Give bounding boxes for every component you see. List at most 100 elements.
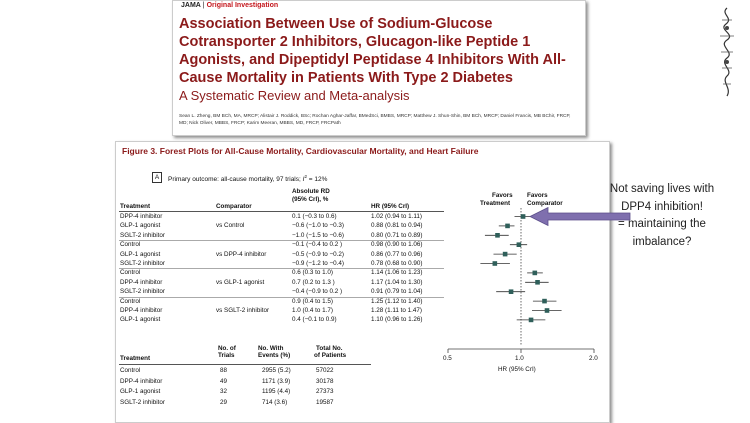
row-abs-rd: −0.9 (−1.2 to −0.4): [292, 260, 344, 267]
summary-events: 714 (3.6): [262, 398, 288, 406]
header-rule: [119, 211, 444, 212]
row-hr: 0.91 (0.79 to 1.04): [371, 288, 423, 296]
summary-patients: 19587: [316, 398, 334, 406]
row-treatment: Control: [120, 297, 141, 305]
panel-label: A: [152, 172, 162, 183]
article-header: JAMA | Original Investigation Associatio…: [172, 0, 586, 136]
row-treatment: GLP-1 agonist: [120, 250, 161, 258]
col-header-abs-rd: Absolute RD: [292, 188, 330, 195]
row-hr: 1.02 (0.94 to 1.11): [371, 213, 422, 220]
row-treatment: Control: [120, 269, 141, 277]
col-header-comparator: Comparator: [216, 203, 252, 210]
axis-tick-0-5: 0.5: [443, 355, 452, 362]
decorative-sketch-icon: [720, 7, 734, 97]
row-abs-rd: 0.4 (−0.1 to 0.9): [292, 316, 337, 324]
favors-treatment-line1: Favors: [492, 192, 513, 199]
row-treatment: DPP-4 inhibitor: [120, 307, 163, 314]
hr-point-marker: [528, 317, 534, 323]
summary-events: 1195 (4.4): [262, 388, 291, 395]
figure-title: Figure 3. Forest Plots for All-Cause Mor…: [122, 146, 479, 156]
group-divider: [119, 268, 444, 270]
summary-header-treatment: Treatment: [120, 355, 151, 362]
hr-point-marker: [516, 242, 522, 247]
annotation-line-3: = maintaining the: [618, 218, 706, 230]
i-squared-superscript: 2: [304, 174, 307, 179]
row-abs-rd: 1.0 (0.4 to 1.7): [292, 307, 333, 314]
article-subtitle: A Systematic Review and Meta-analysis: [179, 88, 410, 103]
summary-trials: 29: [220, 398, 228, 406]
annotation-line-1: Not saving lives with: [609, 183, 715, 195]
summary-treatment: Control: [120, 367, 141, 374]
row-comparator: vs SGLT-2 inhibitor: [216, 307, 270, 314]
row-hr: 1.25 (1.12 to 1.40): [371, 297, 423, 305]
summary-patients: 27373: [316, 388, 334, 395]
group-divider: [119, 296, 444, 298]
row-hr: 0.88 (0.81 to 0.94): [371, 222, 423, 230]
favors-comparator-line1: Favors: [527, 192, 548, 199]
summary-header-patients-2: of Patients: [314, 352, 347, 359]
summary-treatment: GLP-1 agonist: [120, 388, 161, 395]
author-list: Sean L. Zheng, BM BCh, MA, MRCP; Alistai…: [179, 114, 571, 126]
summary-header-rule: [119, 364, 371, 365]
row-treatment: GLP-1 agonist: [120, 222, 161, 230]
row-hr: 1.10 (0.96 to 1.26): [371, 316, 423, 324]
hr-point-marker: [542, 298, 547, 304]
row-hr: 0.78 (0.68 to 0.90): [371, 260, 423, 267]
row-comparator: vs DPP-4 inhibitor: [216, 250, 267, 258]
hr-point-marker: [508, 289, 514, 294]
summary-header-events-1: No. With: [258, 345, 284, 352]
journal-name: JAMA: [181, 2, 201, 9]
row-abs-rd: −0.1 (−0.4 to 0.2 ): [292, 241, 343, 249]
row-treatment: DPP-4 inhibitor: [120, 278, 163, 286]
hr-point-marker: [520, 214, 526, 219]
row-hr: 1.17 (1.04 to 1.30): [371, 278, 423, 286]
row-abs-rd: 0.7 (0.2 to 1.3 ): [292, 278, 335, 286]
row-treatment: GLP-1 agonist: [120, 316, 161, 324]
row-hr: 1.14 (1.06 to 1.23): [371, 269, 423, 277]
summary-treatment: SGLT-2 inhibitor: [120, 398, 166, 406]
favors-comparator-line2: Comparator: [527, 200, 563, 207]
summary-treatment: DPP-4 inhibitor: [120, 377, 163, 385]
row-treatment: Control: [120, 241, 141, 249]
hr-point-marker: [544, 308, 550, 313]
hr-point-marker: [492, 261, 498, 266]
summary-header-patients-1: Total No.: [316, 345, 343, 352]
row-abs-rd: −0.5 (−0.9 to −0.2): [292, 250, 344, 258]
hr-point-marker: [502, 251, 508, 257]
row-abs-rd: 0.9 (0.4 to 1.5): [292, 297, 333, 305]
outcome-text: Primary outcome: all-cause mortality, 97…: [168, 176, 303, 184]
outcome-label: Primary outcome: all-cause mortality, 97…: [168, 172, 327, 184]
row-abs-rd: 0.1 (−0.3 to 0.6): [292, 213, 337, 220]
summary-patients: 30178: [316, 377, 334, 385]
annotation-arrow: [529, 206, 631, 227]
article-type: Original Investigation: [206, 2, 279, 9]
row-treatment: DPP-4 inhibitor: [120, 213, 163, 220]
summary-patients: 57022: [316, 367, 334, 374]
row-abs-rd: −0.6 (−1.0 to −0.3): [292, 222, 344, 230]
row-hr: 1.28 (1.11 to 1.47): [371, 307, 422, 314]
axis-tick-2-0: 2.0: [589, 355, 598, 362]
annotation-line-4: imbalance?: [632, 235, 692, 248]
summary-header-events-2: Events (%): [258, 352, 291, 359]
hr-point-marker: [535, 280, 540, 285]
row-treatment: SGLT-2 inhibitor: [120, 231, 166, 239]
summary-header-trials-2: Trials: [218, 352, 235, 359]
journal-line: JAMA | Original Investigation: [181, 2, 278, 9]
row-hr: 0.98 (0.90 to 1.06): [371, 241, 423, 249]
summary-trials: 32: [220, 388, 228, 395]
article-title: Association Between Use of Sodium-Glucos…: [179, 16, 566, 86]
hr-point-marker: [495, 233, 500, 238]
row-treatment: SGLT-2 inhibitor: [120, 260, 166, 267]
summary-trials: 49: [220, 377, 228, 385]
row-abs-rd: −0.4 (−0.9 to 0.2 ): [292, 288, 343, 296]
summary-events: 2955 (5.2): [262, 367, 291, 374]
col-header-treatment: Treatment: [120, 203, 151, 210]
summary-events: 1171 (3.9): [262, 377, 291, 385]
journal-separator: |: [202, 2, 205, 9]
row-comparator: vs GLP-1 agonist: [216, 278, 265, 286]
row-abs-rd: −1.0 (−1.5 to −0.6): [292, 231, 344, 239]
row-abs-rd: 0.6 (0.3 to 1.0): [292, 269, 333, 277]
summary-header-trials-1: No. of: [218, 345, 236, 352]
group-divider: [119, 240, 444, 242]
